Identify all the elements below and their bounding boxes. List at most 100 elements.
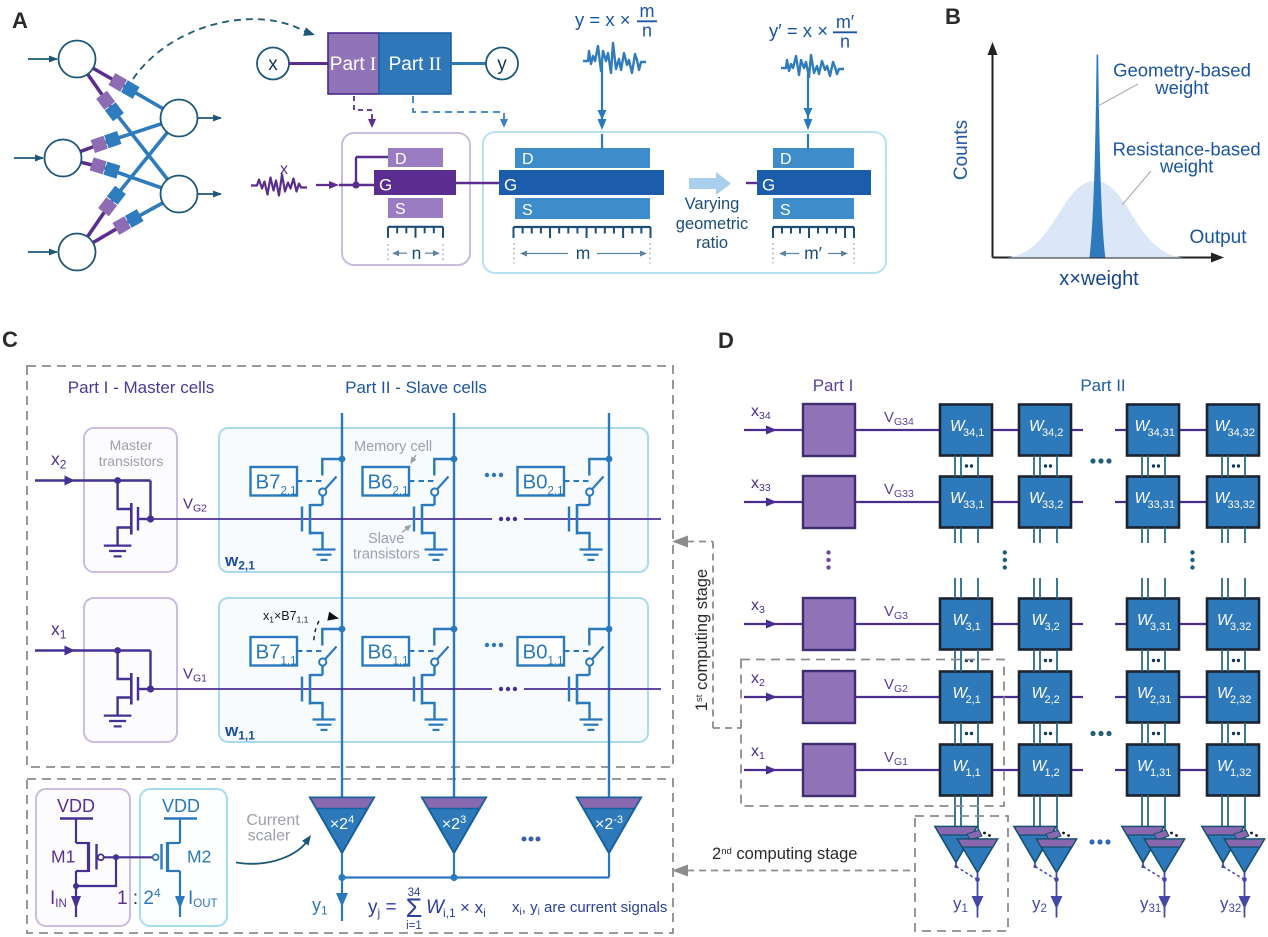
- svg-text:x: x: [268, 54, 278, 75]
- svg-text:33,31: 33,31: [1148, 499, 1176, 511]
- svg-text:1st computing stage: 1st computing stage: [693, 569, 711, 711]
- svg-text:2,1: 2,1: [548, 485, 564, 497]
- svg-text:Resistance-based: Resistance-based: [1113, 138, 1261, 159]
- svg-text:C: C: [2, 327, 18, 352]
- svg-text:3,31: 3,31: [1150, 621, 1171, 633]
- svg-text:W: W: [1032, 758, 1048, 775]
- svg-text:Slave: Slave: [368, 531, 404, 547]
- svg-text:W: W: [1029, 418, 1045, 435]
- svg-text:B: B: [945, 4, 961, 29]
- svg-text:S: S: [395, 201, 406, 218]
- svg-text:W: W: [1137, 685, 1153, 702]
- svg-text:W: W: [1215, 418, 1231, 435]
- svg-text:33,2: 33,2: [1042, 499, 1063, 511]
- svg-text:B7: B7: [256, 471, 281, 494]
- svg-text:m′: m′: [804, 243, 822, 263]
- svg-text:W: W: [1217, 685, 1233, 702]
- svg-text:1,2: 1,2: [1045, 767, 1060, 779]
- svg-text:weight: weight: [1154, 77, 1208, 98]
- svg-text:y: y: [497, 54, 507, 75]
- svg-text:G: G: [762, 176, 775, 195]
- svg-text:W: W: [953, 758, 969, 775]
- svg-text:S: S: [780, 202, 791, 219]
- svg-text:34,1: 34,1: [963, 427, 984, 439]
- svg-text:2,1: 2,1: [393, 485, 409, 497]
- svg-text:2,32: 2,32: [1230, 694, 1251, 706]
- svg-text:2,1: 2,1: [966, 694, 981, 706]
- svg-text:W: W: [1032, 612, 1048, 629]
- svg-text:W: W: [1029, 490, 1045, 507]
- svg-text:M1: M1: [51, 847, 75, 867]
- svg-text:1,1: 1,1: [281, 655, 297, 667]
- svg-text:D: D: [395, 151, 407, 168]
- svg-text:G: G: [379, 176, 392, 195]
- svg-text:W: W: [1217, 758, 1233, 775]
- svg-text:D: D: [718, 328, 734, 353]
- svg-text:Memory cell: Memory cell: [354, 439, 432, 455]
- svg-text:2,2: 2,2: [1045, 694, 1060, 706]
- svg-text:1,32: 1,32: [1230, 767, 1251, 779]
- svg-text:n: n: [412, 243, 422, 263]
- svg-text:1 : 24: 1 : 24: [117, 886, 161, 909]
- svg-text:W: W: [1032, 685, 1048, 702]
- svg-text:B7: B7: [256, 641, 281, 664]
- svg-text:W: W: [950, 490, 966, 507]
- svg-text:x: x: [280, 161, 288, 178]
- svg-text:Part I: Part I: [813, 376, 854, 395]
- svg-text:D: D: [522, 151, 534, 168]
- svg-text:× xi: × xi: [460, 898, 486, 920]
- svg-text:34,32: 34,32: [1228, 427, 1256, 439]
- svg-text:Part II - Slave cells: Part II - Slave cells: [345, 378, 487, 397]
- svg-text:2nd computing stage: 2nd computing stage: [712, 845, 857, 863]
- svg-text:W: W: [1137, 612, 1153, 629]
- svg-text:3,2: 3,2: [1045, 621, 1060, 633]
- svg-text:B6: B6: [368, 641, 393, 664]
- svg-text:1,1: 1,1: [966, 767, 981, 779]
- svg-text:S: S: [522, 202, 533, 219]
- svg-text:1,31: 1,31: [1150, 767, 1171, 779]
- svg-text:W: W: [1217, 612, 1233, 629]
- svg-text:B0: B0: [523, 641, 548, 664]
- svg-text:1,1: 1,1: [393, 655, 409, 667]
- svg-text:34,2: 34,2: [1042, 427, 1063, 439]
- svg-text:n: n: [642, 21, 652, 41]
- svg-text:Varying: Varying: [685, 195, 740, 213]
- svg-text:VDD: VDD: [162, 796, 200, 816]
- svg-text:W: W: [1135, 490, 1151, 507]
- svg-text:y = x ×: y = x ×: [575, 9, 631, 30]
- svg-text:W: W: [1215, 490, 1231, 507]
- svg-text:3,32: 3,32: [1230, 621, 1251, 633]
- svg-text:ratio: ratio: [696, 234, 728, 252]
- svg-text:W: W: [1135, 418, 1151, 435]
- svg-text:W: W: [953, 685, 969, 702]
- svg-text:Σ: Σ: [406, 893, 423, 923]
- svg-text:W: W: [950, 418, 966, 435]
- svg-text:Counts: Counts: [951, 120, 972, 180]
- svg-text:Part I - Master cells: Part I - Master cells: [68, 378, 214, 397]
- svg-text:W: W: [953, 612, 969, 629]
- svg-text:34: 34: [408, 887, 421, 899]
- svg-text:Part II: Part II: [1080, 376, 1125, 395]
- svg-text:geometric: geometric: [676, 215, 748, 233]
- svg-text:33,1: 33,1: [963, 499, 984, 511]
- svg-text:y′ = x ×: y′ = x ×: [769, 20, 828, 41]
- svg-text:G: G: [504, 176, 517, 195]
- svg-text:D: D: [780, 151, 792, 168]
- svg-text:Master: Master: [110, 437, 153, 453]
- svg-text:A: A: [12, 8, 28, 33]
- svg-text:Current: Current: [246, 812, 300, 829]
- svg-text:Part II: Part II: [389, 54, 442, 75]
- svg-text:n: n: [840, 32, 850, 52]
- svg-text:M2: M2: [187, 847, 211, 867]
- svg-text:Output: Output: [1189, 227, 1247, 248]
- svg-text:m′: m′: [836, 12, 855, 32]
- svg-text:Geometry-based: Geometry-based: [1113, 60, 1251, 81]
- svg-text:transistors: transistors: [353, 547, 420, 563]
- svg-text:x×weight: x×weight: [1059, 268, 1139, 290]
- svg-text:B0: B0: [523, 471, 548, 494]
- svg-text:2,31: 2,31: [1150, 694, 1171, 706]
- svg-text:W: W: [426, 897, 446, 918]
- svg-text:3,1: 3,1: [966, 621, 981, 633]
- svg-text:transistors: transistors: [99, 453, 164, 469]
- svg-text:VDD: VDD: [57, 796, 95, 816]
